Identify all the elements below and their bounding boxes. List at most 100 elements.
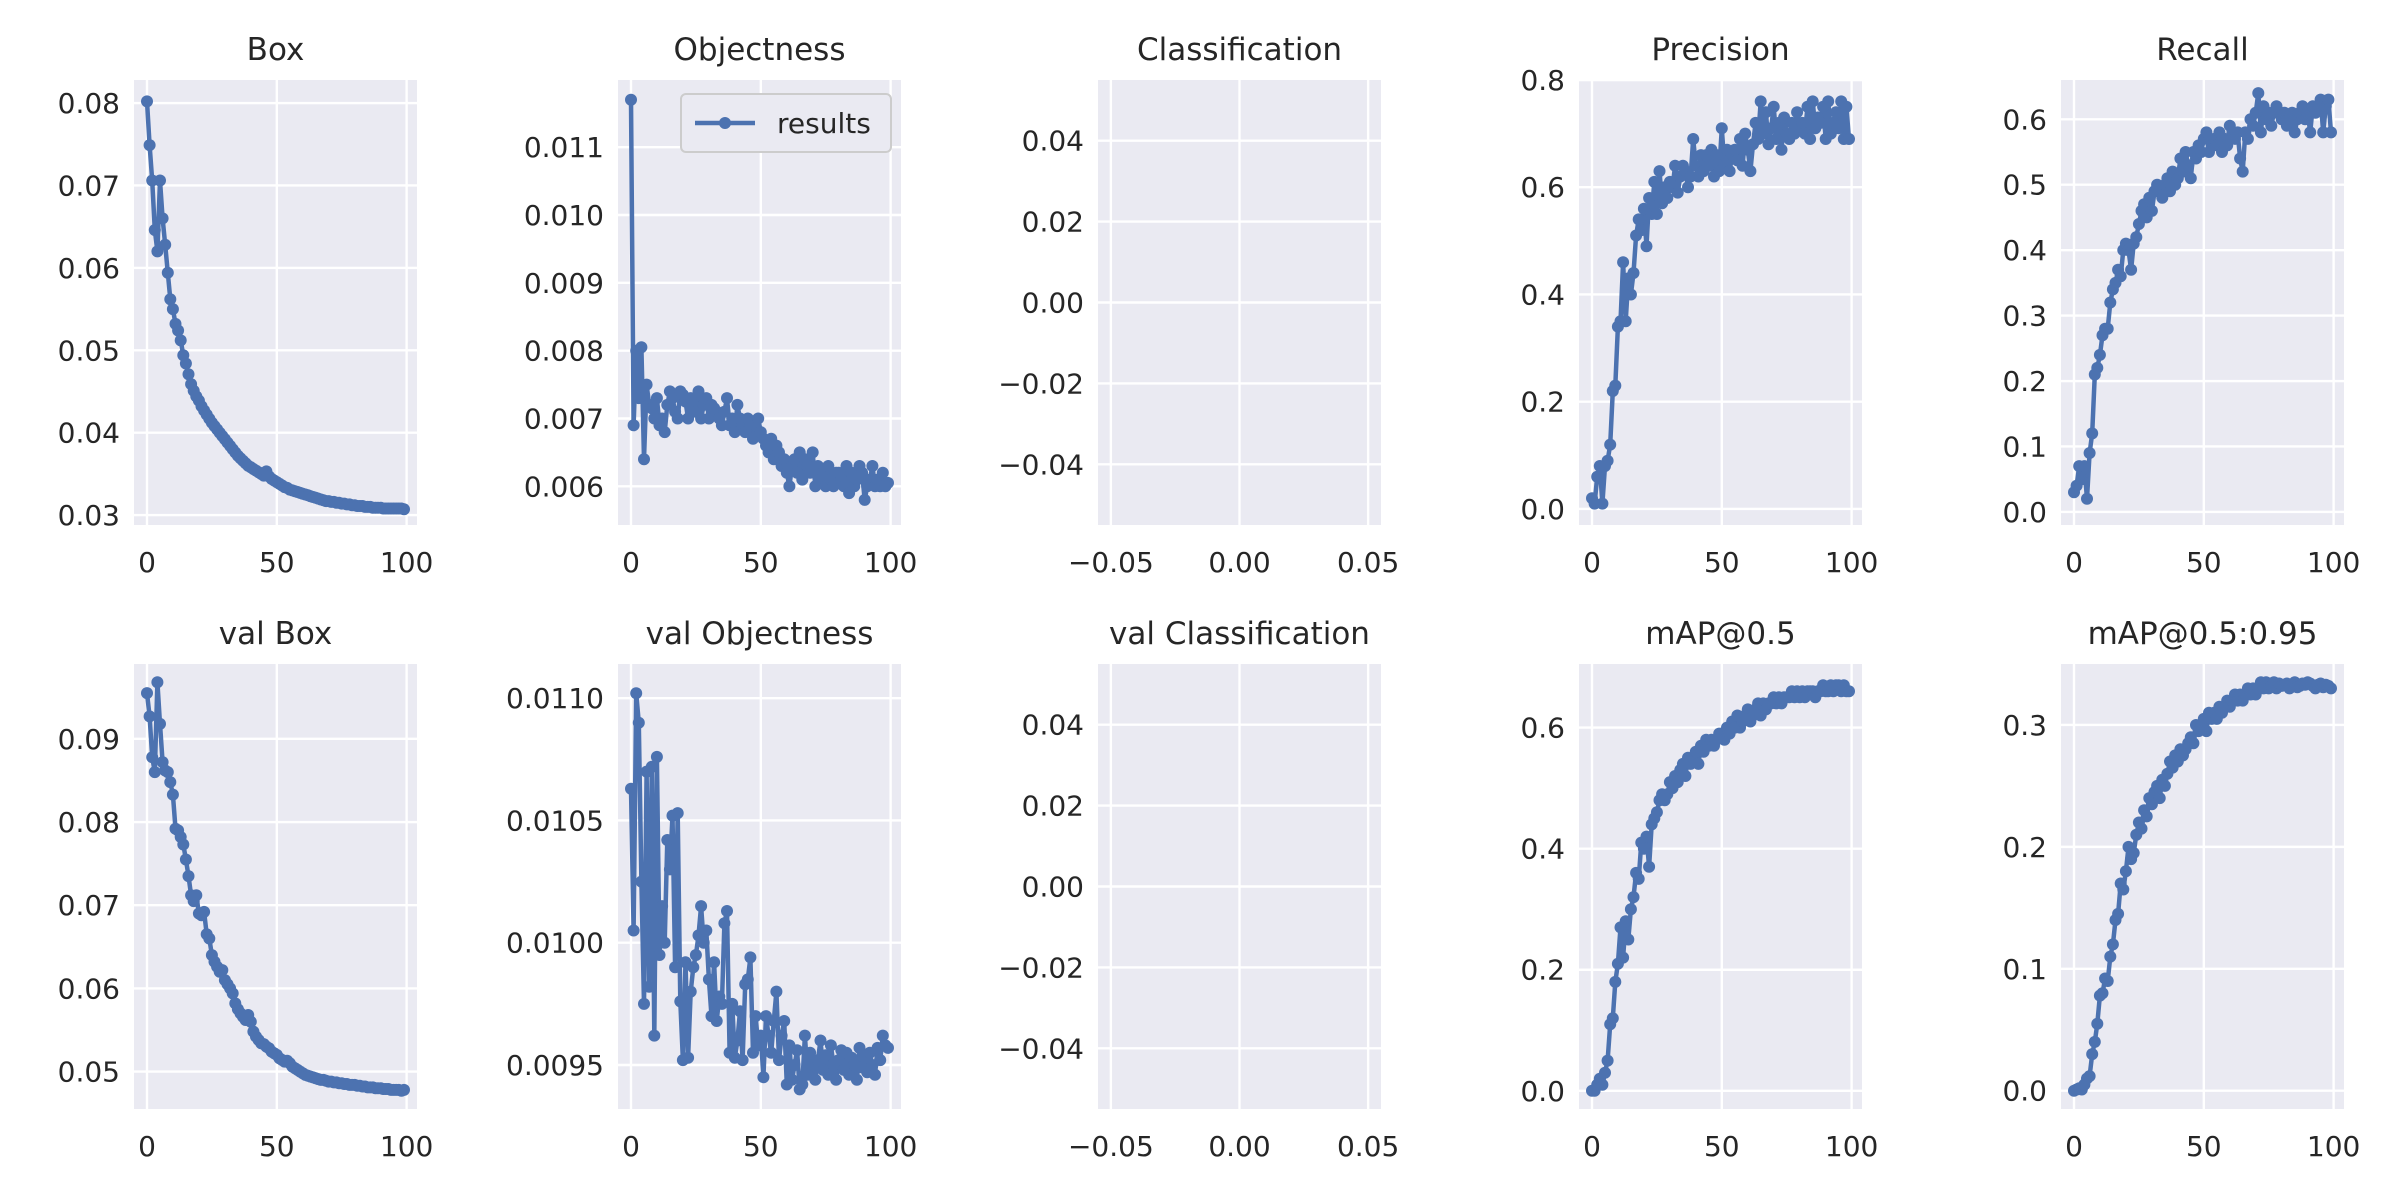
x-tick-label: 50 <box>1704 546 1740 579</box>
y-tick-label: 0.2 <box>1520 386 1565 419</box>
y-tick-label: 0.1 <box>2002 430 2047 463</box>
data-point <box>2114 270 2127 283</box>
data-point <box>656 412 669 425</box>
chart-val-classification: −0.05 0.00 0.05 −0.04 −0.02 0.00 0.02 0.04 val C… <box>998 616 1399 1163</box>
x-tick-label: 0.05 <box>1337 1130 1399 1163</box>
data-point <box>179 853 192 866</box>
y-tick-label: 0.0105 <box>506 804 604 837</box>
data-point <box>658 426 671 439</box>
data-point <box>2288 126 2301 139</box>
data-point <box>1702 159 1715 172</box>
y-tick-label: 0.02 <box>1022 206 1084 239</box>
data-point <box>682 1051 695 1064</box>
data-point <box>148 766 161 779</box>
data-point <box>2117 883 2130 896</box>
legend-label: results <box>777 107 871 140</box>
data-point <box>1754 95 1767 108</box>
data-point <box>1767 100 1780 113</box>
y-tick-label: 0.03 <box>58 499 120 532</box>
y-tick-label: 0.4 <box>1520 278 1565 311</box>
x-tick-label: 0.00 <box>1208 1130 1270 1163</box>
y-tick-label: −0.02 <box>998 367 1084 400</box>
legend-box <box>680 93 892 153</box>
data-point <box>154 717 166 730</box>
y-tick-label: 0.0095 <box>506 1049 604 1082</box>
data-point <box>2127 847 2140 859</box>
data-point <box>1619 915 1632 928</box>
data-point <box>747 432 759 445</box>
data-point <box>141 687 153 700</box>
data-point <box>734 1005 746 1018</box>
data-point <box>1643 860 1656 873</box>
data-point <box>2304 126 2317 139</box>
x-tick-label: 100 <box>1825 1130 1878 1163</box>
data-point <box>640 378 653 391</box>
data-point <box>1770 133 1783 145</box>
y-tick-label: 0.07 <box>58 889 120 922</box>
data-point <box>786 1073 798 1086</box>
y-tick-label: 0.8 <box>1520 64 1565 97</box>
data-point <box>643 980 656 993</box>
data-point <box>398 1083 410 1096</box>
data-point <box>2081 492 2093 505</box>
data-point <box>648 1029 661 1042</box>
data-point <box>2325 682 2337 695</box>
data-point <box>856 466 869 479</box>
data-point <box>708 956 721 969</box>
data-point <box>1604 438 1617 451</box>
data-point <box>156 212 169 225</box>
data-point <box>2140 810 2153 823</box>
y-tick-label: 0.6 <box>1520 712 1565 745</box>
y-tick-label: 0.0 <box>2002 1075 2047 1108</box>
y-tick-label: 0.07 <box>58 169 120 202</box>
data-point <box>1806 95 1819 108</box>
data-point <box>788 1059 801 1071</box>
data-point <box>721 392 733 405</box>
data-point <box>1643 192 1656 204</box>
data-point <box>2104 296 2117 309</box>
data-point <box>164 293 177 306</box>
y-tick-label: 0.00 <box>1022 871 1084 904</box>
y-tick-label: 0.4 <box>1520 833 1565 866</box>
data-point <box>638 453 650 466</box>
data-point <box>731 1034 744 1047</box>
legend: results <box>680 93 892 153</box>
y-tick-label: 0.6 <box>2002 103 2047 136</box>
data-point <box>822 460 835 472</box>
data-point <box>1682 181 1694 194</box>
data-point <box>166 788 179 801</box>
data-point <box>1650 806 1663 819</box>
data-point <box>1599 1066 1611 1079</box>
data-point <box>625 93 637 106</box>
y-tick-label: 0.02 <box>1022 790 1084 823</box>
data-point <box>1744 165 1757 178</box>
chart-title: Classification <box>1137 32 1342 68</box>
data-point <box>2101 322 2114 335</box>
plot-area <box>2061 664 2344 1109</box>
data-point <box>1653 165 1666 178</box>
x-tick-label: 0 <box>2065 1130 2083 1163</box>
data-point <box>1609 975 1622 988</box>
data-point <box>876 1029 889 1042</box>
data-point <box>1627 891 1640 904</box>
data-point <box>1601 1054 1614 1067</box>
data-point <box>697 936 710 949</box>
data-point <box>1840 100 1853 113</box>
data-point <box>1624 288 1637 301</box>
y-tick-label: 0.011 <box>524 131 604 164</box>
data-point <box>809 1073 822 1086</box>
chart-title: Recall <box>2156 32 2249 68</box>
data-point <box>172 324 185 337</box>
data-point <box>710 1015 723 1027</box>
data-point <box>1671 186 1684 199</box>
data-point <box>1804 133 1817 145</box>
y-tick-label: −0.02 <box>998 951 1084 984</box>
plot-area <box>134 80 417 525</box>
data-point <box>656 900 669 913</box>
data-point <box>143 710 156 723</box>
x-tick-label: 100 <box>864 546 917 579</box>
data-point <box>778 1015 791 1027</box>
data-point <box>692 385 705 398</box>
data-point <box>148 224 161 236</box>
